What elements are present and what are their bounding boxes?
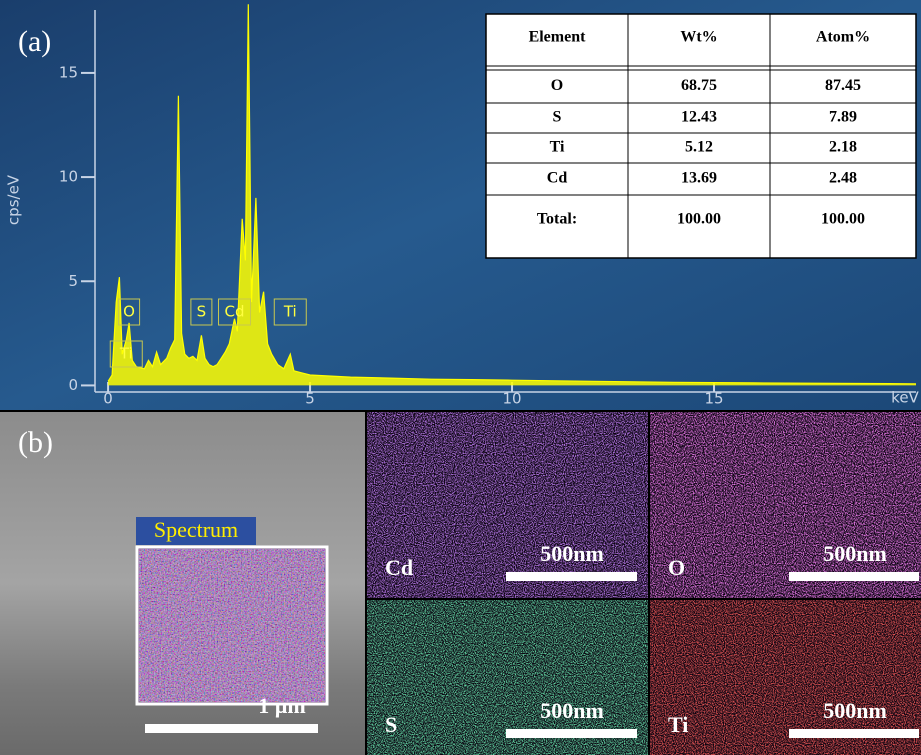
x-tick-label: 0 xyxy=(103,390,113,408)
y-tick-label: 0 xyxy=(68,376,78,394)
map-element-label: Cd xyxy=(385,555,413,580)
panel-label: (b) xyxy=(18,426,53,459)
table-cell: O xyxy=(551,77,563,94)
peak-label: Ti xyxy=(119,345,133,363)
table-cell: Ti xyxy=(550,139,565,156)
table-cell: 13.69 xyxy=(681,170,717,187)
figure: 0 5 10 15 0 5 10 15 O Ti S Cd Ti (a) cps/eV keV Elem… xyxy=(0,0,921,755)
map-texture xyxy=(650,412,921,598)
scale-bar xyxy=(145,724,318,733)
scale-label: 1 µm xyxy=(258,693,306,718)
result-table: Element Wt% Atom% O 68.75 87.45 S 12.43 7.89 Ti 5.… xyxy=(486,14,916,258)
map-element-label: Ti xyxy=(668,712,688,737)
peak-label: Cd xyxy=(225,303,245,321)
spectrum-texture xyxy=(139,549,325,702)
table-cell: 2.18 xyxy=(829,139,857,156)
table-cell: 100.00 xyxy=(677,211,721,228)
table-cell: S xyxy=(553,109,562,126)
y-tick-label: 10 xyxy=(59,168,78,186)
y-axis-label: cps/eV xyxy=(5,174,23,225)
table-cell: Total: xyxy=(537,211,577,228)
map-scale-label: 500nm xyxy=(540,698,604,723)
table-cell: 87.45 xyxy=(825,77,861,94)
table-header: Wt% xyxy=(680,29,717,46)
spectrum-label: Spectrum xyxy=(154,517,238,542)
peak-label: Ti xyxy=(283,303,297,321)
peak-label: O xyxy=(123,303,135,321)
table-cell: 7.89 xyxy=(829,109,857,126)
map-scale-bar xyxy=(506,572,637,581)
table-cell: 12.43 xyxy=(681,109,717,126)
x-tick-label: 15 xyxy=(704,390,723,408)
map-element-label: S xyxy=(385,712,397,737)
map-scale-bar xyxy=(506,729,637,738)
element-maps: Cd 500nm O 500nm S 500nm Ti 500nm xyxy=(367,412,921,755)
y-tick-label: 15 xyxy=(59,63,78,81)
table-cell: 5.12 xyxy=(685,139,713,156)
map-element-label: O xyxy=(668,555,685,580)
table-cell: 68.75 xyxy=(681,77,717,94)
map-scale-label: 500nm xyxy=(823,698,887,723)
map-scale-bar xyxy=(789,729,919,738)
map-scale-bar xyxy=(789,572,919,581)
y-tick-label: 5 xyxy=(68,272,78,290)
table-cell: Cd xyxy=(547,170,568,187)
map-scale-label: 500nm xyxy=(823,541,887,566)
table-header: Element xyxy=(529,29,587,46)
x-tick-label: 10 xyxy=(502,390,521,408)
table-cell: 2.48 xyxy=(829,170,857,187)
table-cell: 100.00 xyxy=(821,211,865,228)
table-header: Atom% xyxy=(816,29,870,46)
panel-label: (a) xyxy=(18,25,51,58)
map-scale-label: 500nm xyxy=(540,541,604,566)
x-tick-label: 5 xyxy=(305,390,315,408)
x-axis-label: keV xyxy=(891,389,919,407)
peak-label: S xyxy=(197,303,207,321)
